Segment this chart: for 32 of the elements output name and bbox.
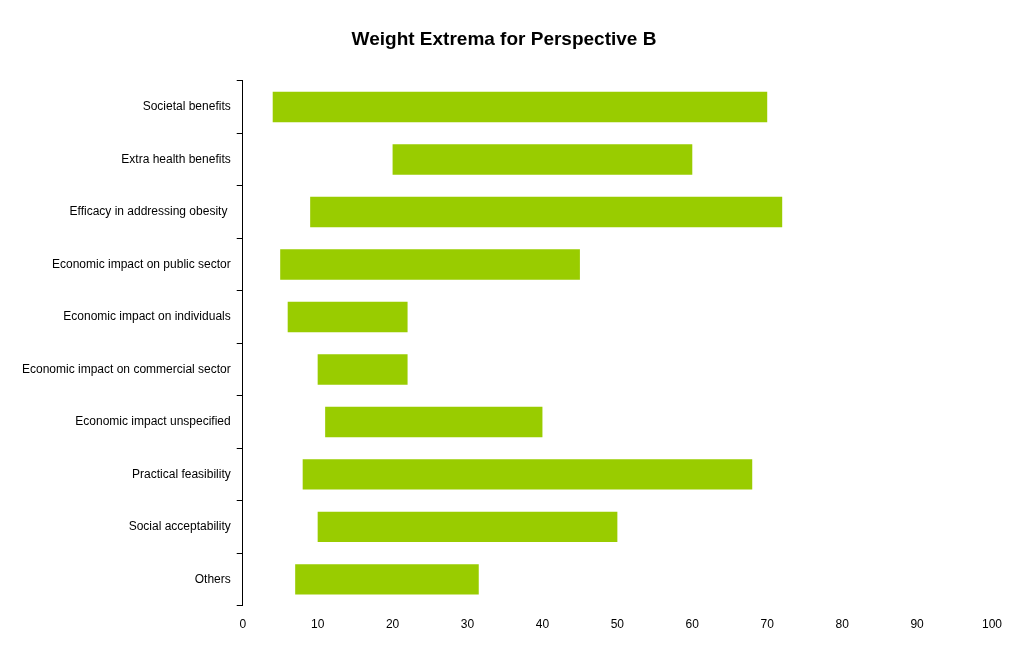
x-tick-label: 0 bbox=[239, 617, 247, 632]
bar bbox=[295, 564, 479, 595]
x-tick-label: 100 bbox=[981, 617, 1003, 632]
y-tick-label: Practical feasibility bbox=[132, 466, 231, 481]
y-tick-label: Societal benefits bbox=[142, 99, 231, 114]
bar bbox=[280, 249, 580, 280]
x-tick-label: 50 bbox=[610, 617, 625, 632]
x-tick-label: 80 bbox=[835, 617, 850, 632]
bar bbox=[287, 301, 408, 333]
y-tick-label: Efficacy in addressing obesity bbox=[69, 204, 231, 219]
y-tick-label: Economic impact unspecified bbox=[75, 414, 231, 429]
x-tick-label: 40 bbox=[535, 617, 550, 632]
bar bbox=[272, 91, 768, 123]
x-tick-label: 20 bbox=[385, 617, 400, 632]
y-tick-label: Economic impact on public sector bbox=[51, 256, 231, 271]
x-tick-label: 90 bbox=[910, 617, 925, 632]
y-tick-label: Economic impact on individuals bbox=[63, 309, 231, 324]
bar bbox=[325, 406, 543, 438]
bar bbox=[317, 511, 618, 543]
x-tick-label: 30 bbox=[460, 617, 475, 632]
x-tick-label: 60 bbox=[685, 617, 700, 632]
y-tick-label: Social acceptability bbox=[128, 519, 231, 534]
y-tick-label: Economic impact on commercial sector bbox=[22, 361, 231, 376]
x-tick-label: 10 bbox=[310, 617, 325, 632]
bar bbox=[392, 144, 693, 175]
y-tick-label: Extra health benefits bbox=[121, 151, 231, 166]
bar bbox=[302, 459, 753, 490]
chart-title: Weight Extrema for Perspective B bbox=[351, 27, 657, 49]
y-tick-label: Others bbox=[194, 571, 231, 586]
bar bbox=[317, 354, 408, 385]
bar bbox=[310, 196, 783, 228]
x-tick-label: 70 bbox=[760, 617, 775, 632]
